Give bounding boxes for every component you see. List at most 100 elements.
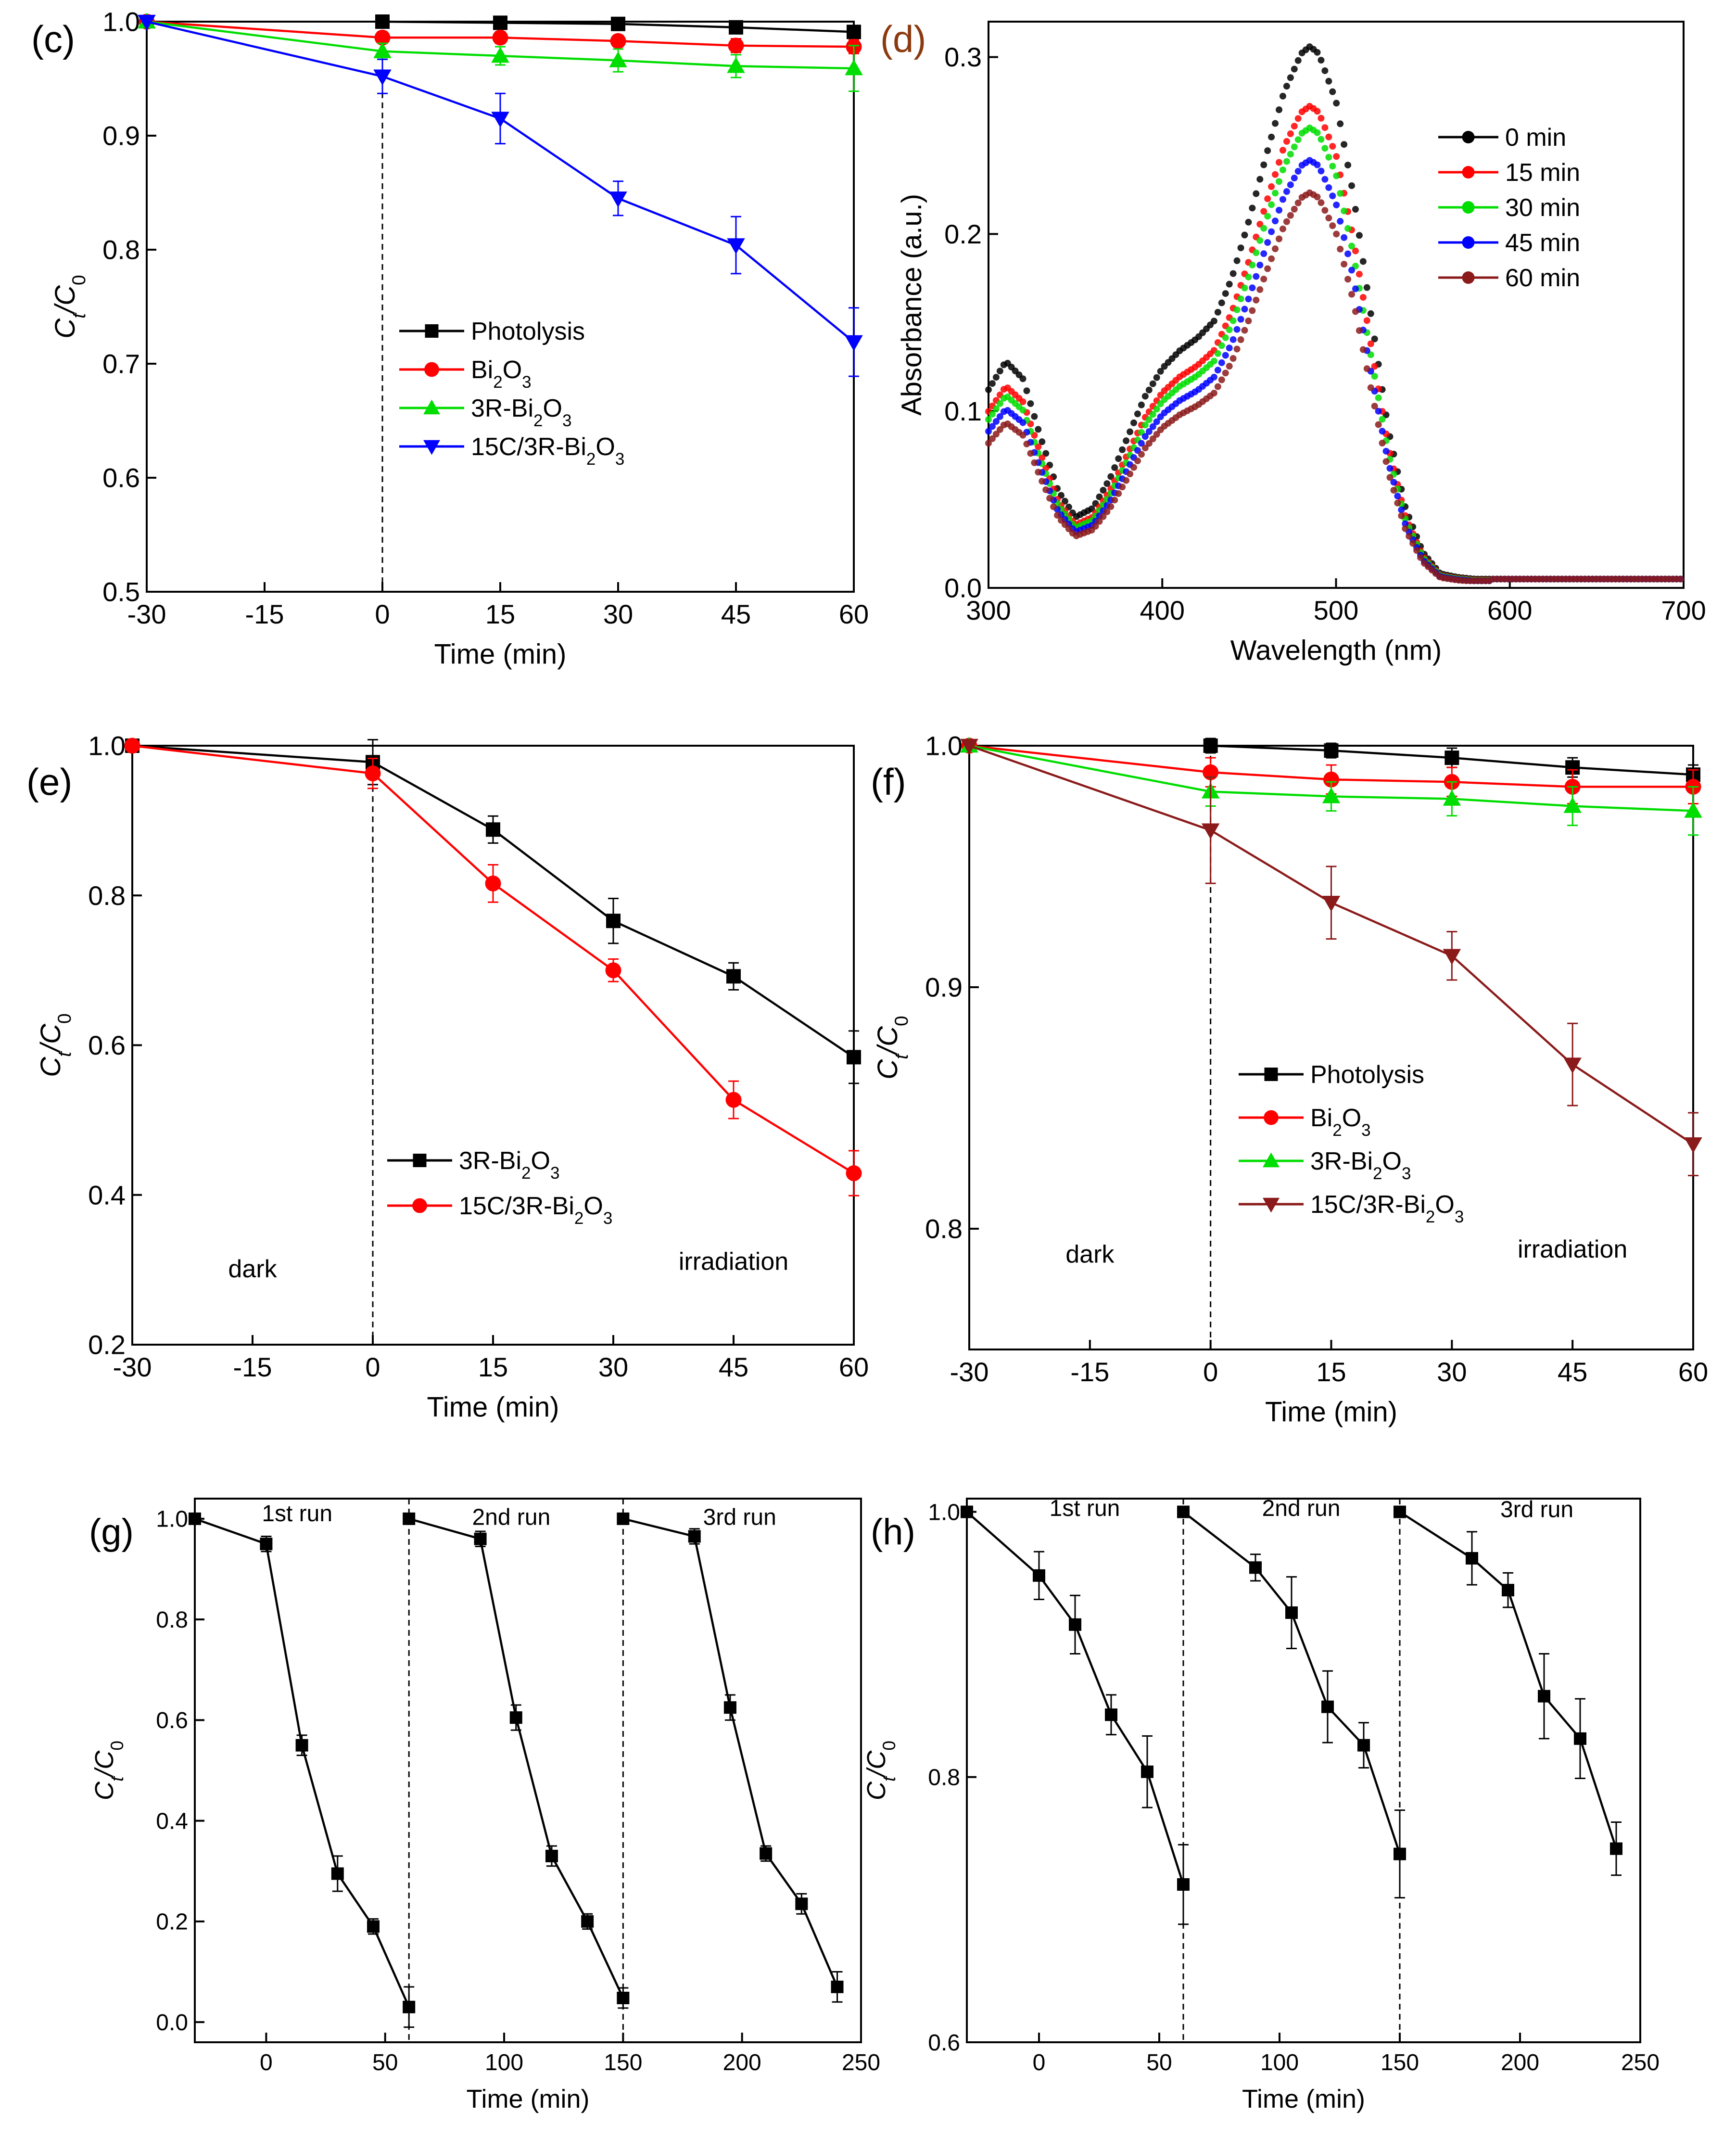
y-tick-label: 1.0 bbox=[88, 731, 126, 761]
data-point bbox=[374, 29, 391, 46]
legend-label: 0 min bbox=[1505, 124, 1566, 152]
spectrum-point bbox=[1325, 77, 1332, 85]
x-tick-label: 200 bbox=[1501, 2050, 1539, 2075]
y-tick-label: 0.4 bbox=[156, 1808, 188, 1834]
spectrum-point bbox=[1402, 525, 1409, 532]
spectrum-point bbox=[1149, 423, 1156, 430]
y-axis-label: Absorbance (a.u.) bbox=[896, 194, 927, 416]
series-line bbox=[966, 1511, 1185, 1885]
data-point bbox=[617, 1512, 630, 1525]
y-tick-label: 0.3 bbox=[944, 42, 982, 72]
y-axis-label: Ct/C0 bbox=[872, 1016, 912, 1079]
data-point bbox=[1563, 797, 1582, 813]
legend-marker bbox=[423, 440, 440, 455]
spectrum-point bbox=[1272, 245, 1279, 253]
legend-marker bbox=[1264, 1110, 1279, 1125]
data-point bbox=[491, 112, 509, 128]
spectrum-point bbox=[1279, 196, 1286, 203]
data-point bbox=[610, 33, 626, 49]
x-tick-label: 30 bbox=[598, 1352, 628, 1382]
x-tick-label: 250 bbox=[1621, 2050, 1660, 2075]
spectrum-point bbox=[1287, 212, 1294, 219]
spectrum-point bbox=[1245, 318, 1252, 325]
x-tick-label: -15 bbox=[1070, 1357, 1109, 1387]
data-point bbox=[845, 59, 863, 76]
spectrum-point bbox=[1260, 250, 1267, 257]
spectrum-point bbox=[988, 423, 996, 430]
y-tick-label: 0.8 bbox=[928, 1765, 960, 1791]
spectrum-point bbox=[1249, 307, 1256, 314]
spectrum-point bbox=[1260, 161, 1267, 168]
data-point bbox=[960, 738, 978, 755]
spectrum-point bbox=[1276, 106, 1283, 114]
spectrum-point bbox=[1260, 208, 1267, 215]
data-point bbox=[1357, 1739, 1370, 1752]
spectrum-point bbox=[1222, 334, 1229, 341]
data-point bbox=[1203, 764, 1219, 780]
spectrum-point bbox=[1249, 261, 1256, 268]
y-tick-label: 0.6 bbox=[88, 1030, 126, 1060]
spectrum-point bbox=[1138, 401, 1145, 408]
spectrum-point bbox=[1249, 284, 1256, 292]
spectrum-point bbox=[1157, 392, 1164, 399]
spectrum-point bbox=[1329, 163, 1336, 170]
spectrum-point bbox=[1352, 247, 1359, 255]
spectrum-point bbox=[1287, 130, 1294, 138]
data-point bbox=[491, 47, 509, 63]
legend-label: 3R-Bi2O3 bbox=[471, 395, 571, 430]
spectrum-point bbox=[1371, 335, 1378, 343]
spectrum-point bbox=[1153, 431, 1160, 438]
spectrum-point bbox=[1245, 295, 1252, 303]
spectrum-point bbox=[1210, 373, 1217, 381]
spectrum-point bbox=[1359, 258, 1367, 265]
spectrum-point bbox=[1241, 231, 1248, 239]
spectrum-point bbox=[1398, 506, 1405, 513]
data-point bbox=[545, 1849, 558, 1862]
spectrum-point bbox=[1115, 490, 1122, 497]
x-axis-label: Time (min) bbox=[1265, 1396, 1397, 1427]
x-axis-label: Time (min) bbox=[467, 2085, 590, 2113]
spectrum-point bbox=[1241, 305, 1248, 313]
spectrum-point bbox=[1035, 469, 1042, 476]
spectrum-point bbox=[1241, 284, 1248, 292]
series-line bbox=[1399, 1511, 1618, 1849]
legend: Photolysis Bi2O3 3R-Bi2O3 15C/3R-Bi2O3 bbox=[1239, 1061, 1464, 1226]
spectrum-point bbox=[1348, 242, 1356, 250]
spectrum-point bbox=[1233, 345, 1241, 353]
x-tick-label: 700 bbox=[1661, 595, 1706, 625]
spectrum-point bbox=[1294, 115, 1302, 122]
spectrum-point bbox=[1141, 445, 1149, 452]
data-point bbox=[1105, 1708, 1117, 1721]
y-tick-label: 1.0 bbox=[102, 7, 140, 37]
data-point bbox=[845, 335, 863, 351]
annotation-label: 1st run bbox=[262, 1501, 332, 1527]
spectrum-point bbox=[1379, 440, 1386, 447]
y-axis-label: Ct/C0 bbox=[862, 1741, 899, 1800]
spectrum-point bbox=[1039, 454, 1046, 461]
data-point bbox=[606, 914, 621, 929]
x-axis-label: Wavelength (nm) bbox=[1230, 635, 1442, 666]
x-tick-label: 0 bbox=[365, 1352, 380, 1382]
spectrum-point bbox=[1359, 294, 1367, 301]
data-point bbox=[617, 1991, 630, 2004]
spectrum-point bbox=[1314, 108, 1321, 115]
spectrum-point bbox=[1229, 355, 1237, 362]
spectrum-point bbox=[1329, 88, 1336, 95]
spectrum-point bbox=[1042, 450, 1050, 457]
data-point bbox=[1394, 1505, 1406, 1518]
data-point bbox=[1502, 1584, 1514, 1597]
legend-label: Photolysis bbox=[471, 318, 585, 345]
spectrum-point bbox=[1337, 217, 1344, 225]
spectrum-point bbox=[1356, 327, 1363, 334]
data-point bbox=[1323, 771, 1339, 788]
spectrum-point bbox=[1337, 245, 1344, 253]
spectrum-point bbox=[1333, 202, 1340, 209]
series-run-1 bbox=[961, 1505, 1190, 1925]
spectrum-point bbox=[1272, 190, 1279, 197]
x-tick-label: 50 bbox=[1146, 2050, 1172, 2075]
spectrum-point bbox=[1325, 215, 1332, 222]
data-point bbox=[1322, 896, 1341, 912]
spectrum-point bbox=[1371, 373, 1378, 380]
spectrum-point bbox=[996, 400, 1003, 407]
spectrum-point bbox=[1294, 136, 1302, 143]
